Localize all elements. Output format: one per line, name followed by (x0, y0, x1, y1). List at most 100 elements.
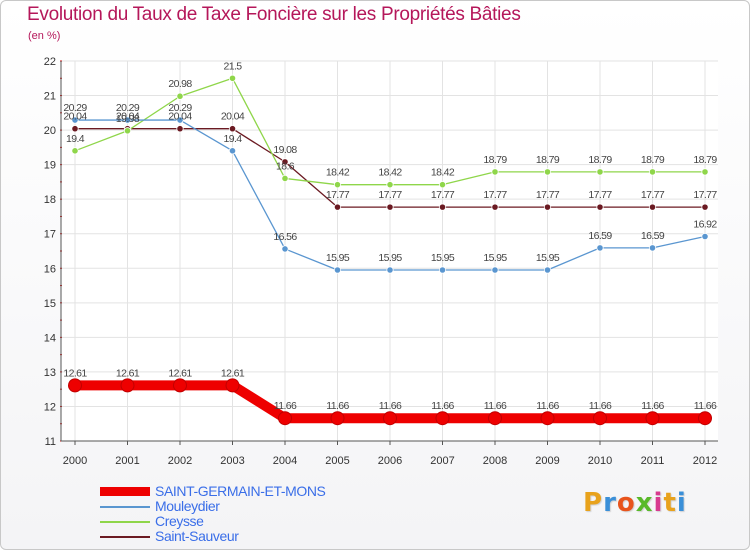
legend-swatch-saint-germain (100, 487, 150, 496)
data-point (330, 411, 345, 426)
legend-item-mouleydier: Mouleydier (100, 499, 326, 514)
data-label: 16.56 (273, 231, 297, 243)
data-label: 17.77 (431, 189, 455, 201)
data-point (68, 378, 82, 393)
logo-letter: x (635, 488, 654, 518)
data-label: 11.66 (694, 400, 717, 412)
data-point (491, 266, 499, 274)
data-label: 19.4 (66, 133, 85, 145)
legend-label-saint-sauveur: Saint-Sauveur (155, 528, 239, 544)
data-label: 15.95 (483, 252, 507, 264)
logo-letter: o (616, 488, 636, 518)
data-label: 11.66 (431, 400, 454, 412)
data-point (438, 203, 447, 211)
data-point (438, 181, 447, 189)
x-tick-label: 2010 (588, 455, 612, 467)
legend-swatch-mouleydier (100, 505, 150, 508)
proxiti-logo: Proxiti (583, 488, 687, 518)
data-label: 15.95 (536, 252, 560, 264)
data-label: 20.29 (63, 102, 87, 114)
y-tick-label: 14 (44, 332, 56, 344)
legend-label-saint-germain: SAINT-GERMAIN-ET-MONS (155, 483, 326, 499)
data-label: 18.42 (326, 167, 350, 179)
legend-swatch-saint-sauveur (100, 535, 150, 538)
x-tick-label: 2004 (273, 455, 297, 467)
y-tick-label: 22 (44, 56, 56, 68)
data-point (333, 266, 342, 274)
data-label: 17.77 (326, 189, 350, 201)
data-label: 12.61 (221, 367, 245, 379)
data-point (698, 411, 712, 426)
data-label: 12.61 (116, 367, 140, 379)
data-label: 18.6 (276, 160, 295, 172)
data-label: 11.66 (326, 400, 349, 412)
data-point (228, 74, 237, 82)
legend-item-saint-germain: SAINT-GERMAIN-ET-MONS (100, 484, 326, 499)
y-tick-label: 21 (44, 91, 56, 103)
chart-legend: SAINT-GERMAIN-ET-MONS Mouleydier Creysse… (100, 484, 326, 544)
data-label: 11.66 (484, 400, 507, 412)
data-point (386, 203, 394, 211)
data-point (543, 266, 552, 274)
data-point (488, 411, 502, 426)
data-point (593, 411, 607, 426)
legend-item-creysse: Creysse (100, 514, 326, 529)
y-tick-label: 19 (44, 160, 56, 172)
data-label: 15.95 (326, 252, 350, 264)
data-label: 19.98 (116, 113, 140, 125)
data-point (71, 147, 79, 155)
x-tick-label: 2005 (325, 455, 349, 467)
x-tick-label: 2002 (168, 455, 192, 467)
data-point (333, 181, 342, 189)
data-label: 20.04 (221, 111, 245, 123)
data-label: 19.4 (223, 133, 242, 145)
data-point (225, 378, 240, 393)
data-point (228, 147, 237, 155)
data-point (648, 244, 657, 252)
data-label: 20.98 (168, 78, 192, 90)
data-point (491, 203, 499, 211)
data-point (173, 378, 187, 393)
data-point (648, 203, 657, 211)
data-point (701, 232, 709, 241)
data-label: 16.59 (641, 230, 665, 242)
data-label: 17.77 (536, 189, 560, 201)
x-tick-label: 2006 (378, 455, 402, 467)
data-label: 18.79 (588, 154, 612, 166)
y-tick-label: 18 (44, 194, 56, 206)
data-label: 17.77 (588, 189, 612, 201)
y-tick-label: 17 (44, 229, 56, 241)
x-tick-label: 2003 (220, 455, 244, 467)
data-point (120, 378, 135, 393)
legend-label-creysse: Creysse (155, 513, 204, 529)
data-point (491, 168, 499, 176)
data-label: 11.66 (641, 400, 664, 412)
data-point (281, 158, 289, 166)
data-point (71, 116, 79, 124)
data-label: 20.04 (116, 111, 140, 123)
legend-label-mouleydier: Mouleydier (155, 498, 220, 514)
data-point (123, 127, 132, 135)
data-point (71, 125, 79, 133)
data-point (386, 181, 394, 189)
data-point (596, 203, 604, 211)
data-point (386, 266, 394, 274)
legend-item-saint-sauveur: Saint-Sauveur (100, 529, 326, 544)
x-tick-label: 2008 (483, 455, 507, 467)
y-tick-label: 16 (44, 263, 56, 275)
data-point (176, 116, 184, 124)
data-label: 20.29 (116, 102, 140, 114)
x-tick-label: 2007 (430, 455, 454, 467)
data-label: 17.77 (641, 189, 665, 201)
data-label: 11.66 (379, 400, 402, 412)
logo-letter: r (603, 488, 617, 518)
data-label: 20.04 (63, 111, 87, 123)
logo-letter: i (653, 488, 664, 518)
data-point (596, 244, 604, 252)
data-label: 12.61 (63, 367, 87, 379)
data-point (540, 411, 555, 426)
y-tick-label: 13 (44, 367, 56, 379)
data-label: 18.79 (641, 154, 665, 166)
data-point (645, 411, 660, 426)
data-label: 11.66 (274, 400, 297, 412)
